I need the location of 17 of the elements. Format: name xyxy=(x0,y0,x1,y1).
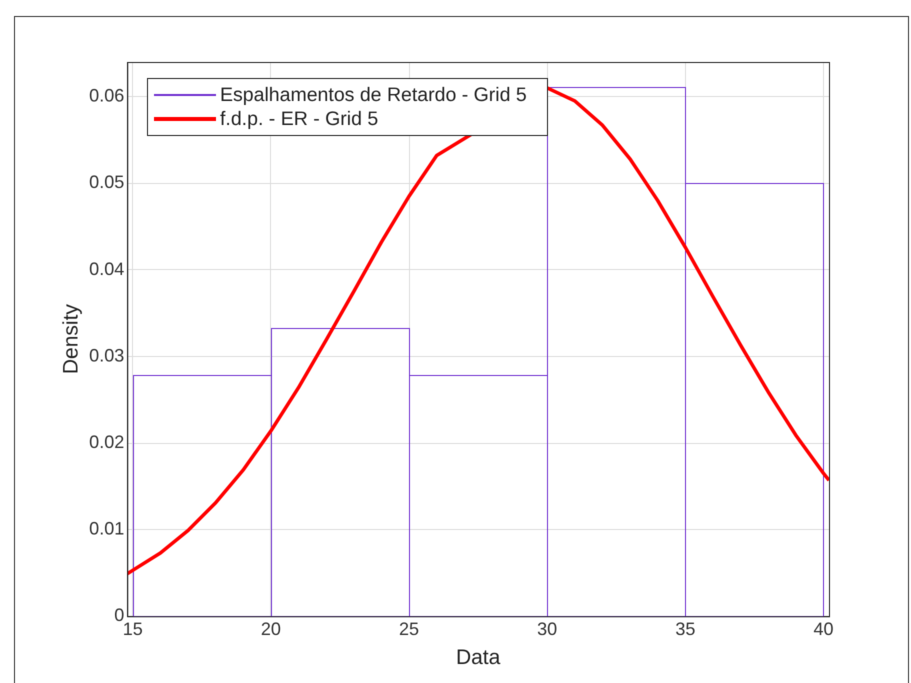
x-tick-label: 35 xyxy=(675,618,696,639)
legend-label: Espalhamentos de Retardo - Grid 5 xyxy=(220,84,527,106)
legend-label: f.d.p. - ER - Grid 5 xyxy=(220,108,378,130)
y-tick-label: 0 xyxy=(114,605,124,626)
y-tick-label: 0.04 xyxy=(89,258,124,279)
y-axis-title: Density xyxy=(59,304,82,374)
x-tick-label: 25 xyxy=(399,618,420,639)
y-tick-label: 0.03 xyxy=(89,345,124,366)
y-tick-label: 0.02 xyxy=(89,432,124,452)
y-tick-label: 0.01 xyxy=(89,518,124,539)
x-tick-label: 30 xyxy=(537,618,558,639)
x-tick-label: 15 xyxy=(122,618,143,639)
x-tick-label: 40 xyxy=(813,618,834,639)
x-tick-label: 20 xyxy=(260,618,281,639)
y-tick-label: 0.05 xyxy=(89,172,124,192)
x-axis-title: Data xyxy=(456,646,501,670)
y-tick-label: 0.06 xyxy=(89,86,124,106)
